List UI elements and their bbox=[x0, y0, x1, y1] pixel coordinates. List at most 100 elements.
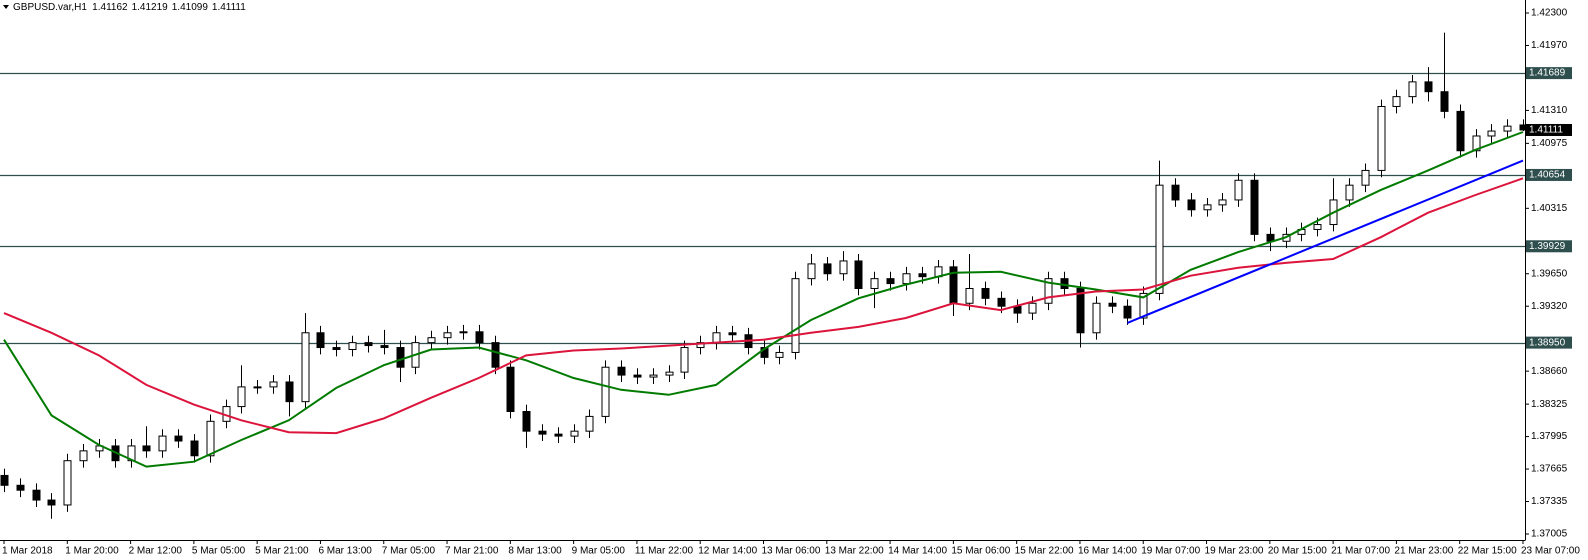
x-tick-label: 5 Mar 05:00 bbox=[192, 546, 246, 557]
menu-arrow[interactable] bbox=[3, 5, 9, 9]
candle-body bbox=[0, 474, 9, 486]
y-tick-label: 1.39650 bbox=[1531, 268, 1568, 279]
level-label-box bbox=[1526, 168, 1572, 181]
candle-body bbox=[1060, 278, 1069, 289]
x-tick-label: 7 Mar 21:00 bbox=[445, 546, 499, 557]
level-label-box bbox=[1526, 240, 1572, 253]
candle-body bbox=[585, 415, 594, 432]
open-value: 1.41162 bbox=[92, 2, 128, 13]
candle-body bbox=[870, 278, 879, 289]
candle-body bbox=[1203, 204, 1212, 211]
x-tick-label: 20 Mar 15:00 bbox=[1268, 546, 1327, 557]
price-label: 1.41111 bbox=[1529, 125, 1563, 136]
candle-body bbox=[1076, 287, 1085, 334]
candle-body bbox=[981, 287, 990, 299]
candle-body bbox=[32, 489, 41, 501]
symbol: GBPUSD.var,H1 bbox=[13, 2, 87, 13]
candle-body bbox=[79, 450, 88, 462]
x-tick-label: 13 Mar 06:00 bbox=[762, 546, 821, 557]
y-tick-label: 1.39320 bbox=[1531, 301, 1568, 312]
candle-body bbox=[680, 347, 689, 373]
candle-body bbox=[1234, 179, 1243, 201]
candle-body bbox=[142, 445, 151, 452]
candle-body bbox=[348, 342, 357, 351]
candle-body bbox=[1361, 169, 1370, 186]
candle-body bbox=[16, 484, 25, 491]
candle-body bbox=[174, 435, 183, 442]
candle-body bbox=[1250, 179, 1259, 235]
candle-body bbox=[823, 263, 832, 275]
level-label: 1.38950 bbox=[1529, 337, 1566, 348]
level-label-box bbox=[1526, 67, 1572, 80]
candle-body bbox=[253, 386, 262, 389]
candle-body bbox=[854, 260, 863, 289]
candle-body bbox=[63, 460, 72, 506]
level-label: 1.40654 bbox=[1529, 170, 1566, 181]
candle-body bbox=[237, 386, 246, 408]
candle-body bbox=[1044, 278, 1053, 304]
candle-body bbox=[712, 332, 721, 344]
candle-body bbox=[1139, 292, 1148, 319]
candle-body bbox=[1313, 224, 1322, 230]
x-tick-label: 13 Mar 22:00 bbox=[825, 546, 884, 557]
candle-body bbox=[1487, 130, 1496, 137]
candle-body bbox=[965, 287, 974, 304]
y-tick-label: 1.38660 bbox=[1531, 366, 1568, 377]
low-value: 1.41099 bbox=[172, 2, 209, 13]
candle-body bbox=[1171, 184, 1180, 201]
candle-body bbox=[1392, 96, 1401, 107]
y-tick-label: 1.37995 bbox=[1531, 431, 1568, 442]
candle-body bbox=[728, 332, 737, 336]
candle-body bbox=[1456, 110, 1465, 152]
candle-body bbox=[1028, 302, 1037, 314]
y-tick-label: 1.40975 bbox=[1531, 138, 1568, 149]
x-tick-label: 22 Mar 15:00 bbox=[1458, 546, 1517, 557]
candle-body bbox=[570, 430, 579, 437]
x-tick-label: 2 Mar 12:00 bbox=[129, 546, 183, 557]
candle-body bbox=[1092, 302, 1101, 334]
y-tick-label: 1.37005 bbox=[1531, 529, 1568, 540]
candle-body bbox=[633, 374, 642, 378]
candle-body bbox=[491, 342, 500, 368]
y-tick-label: 1.42300 bbox=[1531, 8, 1568, 19]
x-tick-label: 21 Mar 23:00 bbox=[1394, 546, 1453, 557]
x-tick-label: 8 Mar 13:00 bbox=[508, 546, 562, 557]
candle-body bbox=[649, 374, 658, 378]
candle-body bbox=[396, 347, 405, 368]
candle-body bbox=[1377, 105, 1386, 171]
x-tick-label: 7 Mar 05:00 bbox=[382, 546, 436, 557]
y-tick-label: 1.41310 bbox=[1531, 105, 1568, 116]
candle-body bbox=[301, 332, 310, 403]
x-tick-label: 1 Mar 2018 bbox=[2, 546, 53, 557]
y-tick-label: 1.38325 bbox=[1531, 399, 1568, 410]
overlay-line bbox=[1127, 159, 1524, 324]
candle-body bbox=[47, 499, 56, 506]
candle-body bbox=[886, 278, 895, 285]
x-tick-label: 21 Mar 07:00 bbox=[1331, 546, 1390, 557]
y-tick-label: 1.37665 bbox=[1531, 464, 1568, 475]
candle-body bbox=[918, 273, 927, 278]
candle-body bbox=[158, 435, 167, 452]
candle-body bbox=[1108, 302, 1117, 307]
level-label: 1.39929 bbox=[1529, 241, 1566, 252]
y-tick-label: 1.41970 bbox=[1531, 40, 1568, 51]
candle-body bbox=[190, 440, 199, 457]
x-tick-label: 19 Mar 23:00 bbox=[1205, 546, 1264, 557]
candle-body bbox=[902, 273, 911, 285]
candle-body bbox=[1503, 125, 1512, 132]
level-label: 1.41689 bbox=[1529, 68, 1566, 79]
close-value: 1.41111 bbox=[212, 2, 246, 13]
overlay-line bbox=[3, 131, 1524, 468]
x-tick-label: 14 Mar 14:00 bbox=[888, 546, 947, 557]
candle-body bbox=[206, 420, 215, 457]
candle-body bbox=[1155, 184, 1164, 294]
candle-body bbox=[1123, 305, 1132, 319]
x-tick-label: 5 Mar 21:00 bbox=[255, 546, 309, 557]
y-tick-label: 1.37335 bbox=[1531, 496, 1568, 507]
candle-body bbox=[522, 410, 531, 432]
candle-body bbox=[554, 433, 563, 437]
candle-body bbox=[1472, 135, 1481, 152]
candle-body bbox=[1345, 184, 1354, 201]
candle-body bbox=[807, 263, 816, 280]
